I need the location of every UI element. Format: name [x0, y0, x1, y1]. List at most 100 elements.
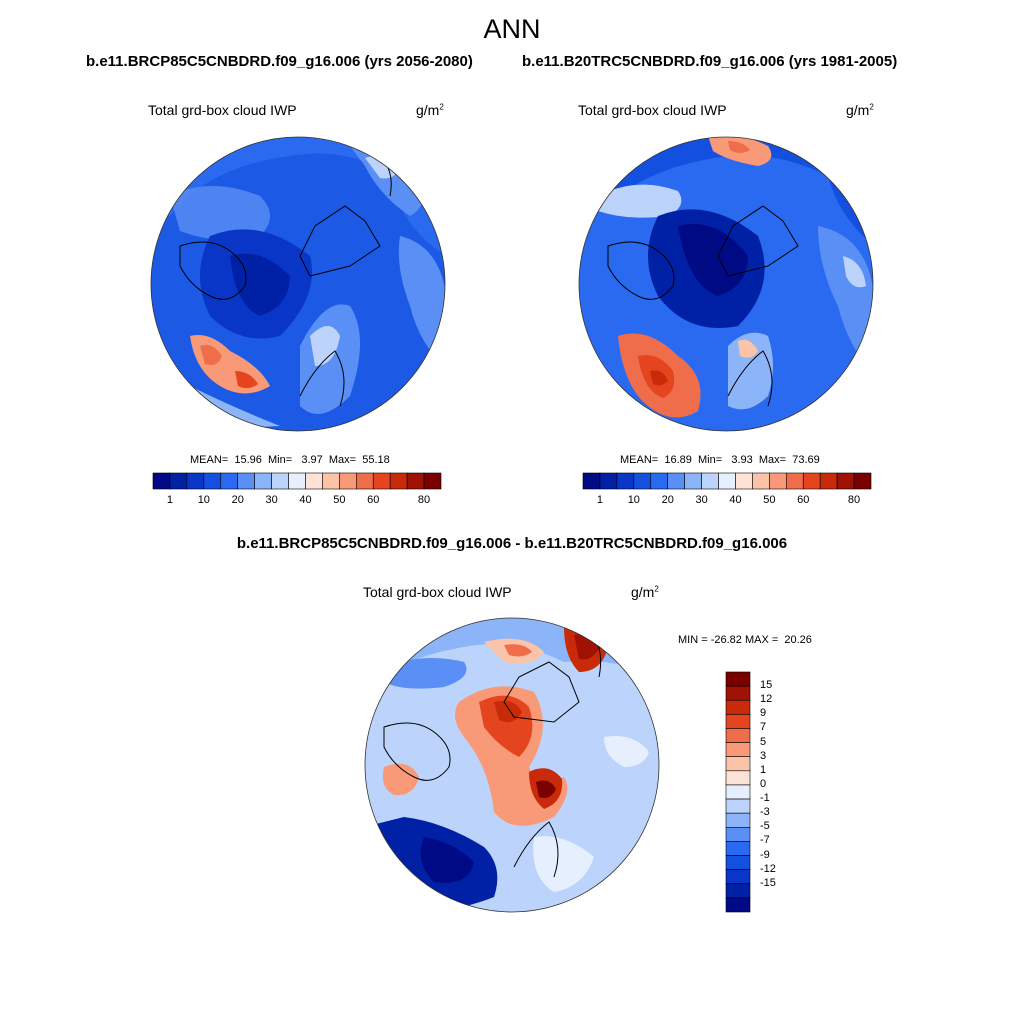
- colorbar-swatch: [633, 472, 652, 490]
- colorbar-swatch: [735, 472, 753, 490]
- colorbar-tick-label: 10: [197, 494, 210, 506]
- colorbar-tick-label: 50: [333, 494, 346, 506]
- colorbar-tick-label: -9: [760, 848, 770, 861]
- right-case-title: b.e11.B20TRC5CNBDRD.f09_g16.006 (yrs 198…: [522, 53, 898, 70]
- colorbar-swatch: [725, 855, 751, 870]
- difference-colorbar: [725, 671, 751, 913]
- colorbar-tick-label: 20: [661, 494, 674, 506]
- colorbar-swatch: [725, 812, 751, 828]
- colorbar-tick-label: 0: [760, 777, 767, 790]
- colorbar-swatch: [725, 826, 751, 842]
- colorbar-swatch: [725, 756, 751, 772]
- colorbar-swatch: [718, 472, 736, 490]
- right-variable-label: Total grd-box cloud IWP: [578, 102, 727, 118]
- right-colorbar-labels: 1 10 20 30 40 50 60 80: [583, 494, 871, 508]
- colorbar-swatch: [406, 472, 425, 490]
- colorbar-tick-label: 1: [166, 494, 173, 506]
- colorbar-swatch: [599, 472, 618, 490]
- left-colorbar-labels: 1 10 20 30 40 50 60 80: [153, 494, 441, 508]
- colorbar-tick-label: 60: [367, 494, 380, 506]
- colorbar-swatch: [769, 472, 787, 490]
- right-stats: MEAN= 16.89 Min= 3.93 Max= 73.69: [620, 454, 820, 466]
- colorbar-tick-label: -12: [760, 862, 776, 875]
- colorbar-swatch: [667, 472, 685, 490]
- colorbar-swatch: [203, 472, 222, 490]
- diff-stats: MIN = -26.82 MAX = 20.26: [678, 634, 812, 646]
- difference-polar-map: [364, 617, 660, 913]
- colorbar-swatch: [725, 869, 751, 885]
- colorbar-swatch: [725, 841, 751, 856]
- colorbar-swatch: [853, 472, 872, 490]
- colorbar-tick-label: 3: [760, 749, 767, 762]
- colorbar-swatch: [802, 472, 821, 490]
- colorbar-swatch: [684, 472, 702, 490]
- colorbar-tick-label: 40: [299, 494, 312, 506]
- colorbar-swatch: [271, 472, 289, 490]
- colorbar-tick-label: 10: [627, 494, 640, 506]
- colorbar-swatch: [616, 472, 635, 490]
- colorbar-tick-label: 15: [760, 679, 773, 692]
- colorbar-swatch: [725, 883, 751, 899]
- colorbar-swatch: [423, 472, 442, 490]
- colorbar-swatch: [152, 472, 171, 490]
- colorbar-swatch: [322, 472, 340, 490]
- difference-title: b.e11.BRCP85C5CNBDRD.f09_g16.006 - b.e11…: [236, 535, 788, 552]
- colorbar-swatch: [389, 472, 408, 490]
- diff-units-label: g/m2: [631, 584, 659, 600]
- colorbar-tick-label: -15: [760, 876, 776, 889]
- colorbar-swatch: [372, 472, 391, 490]
- colorbar-tick-label: -1: [760, 792, 770, 805]
- colorbar-swatch: [785, 472, 804, 490]
- colorbar-swatch: [725, 770, 751, 786]
- colorbar-swatch: [220, 472, 239, 490]
- colorbar-tick-label: 50: [763, 494, 776, 506]
- left-units-label: g/m2: [416, 102, 444, 118]
- colorbar-swatch: [650, 472, 669, 490]
- colorbar-swatch: [169, 472, 188, 490]
- colorbar-swatch: [582, 472, 601, 490]
- colorbar-swatch: [725, 798, 751, 814]
- colorbar-tick-label: 20: [231, 494, 244, 506]
- colorbar-swatch: [725, 784, 751, 800]
- colorbar-tick-label: 80: [417, 494, 431, 506]
- diff-variable-label: Total grd-box cloud IWP: [363, 584, 512, 600]
- colorbar-tick-label: 5: [760, 735, 767, 748]
- colorbar-swatch: [819, 472, 838, 490]
- colorbar-swatch: [725, 897, 751, 913]
- colorbar-swatch: [355, 472, 374, 490]
- colorbar-tick-label: -3: [760, 806, 770, 819]
- colorbar-tick-label: 30: [695, 494, 708, 506]
- left-variable-label: Total grd-box cloud IWP: [148, 102, 297, 118]
- colorbar-swatch: [288, 472, 306, 490]
- colorbar-tick-label: -5: [760, 820, 770, 833]
- colorbar-swatch: [254, 472, 272, 490]
- colorbar-tick-label: -7: [760, 834, 770, 847]
- colorbar-swatch: [237, 472, 255, 490]
- left-colorbar: [152, 472, 442, 490]
- difference-colorbar-labels: 15 12 9 7 5 3 1 0 -1 -3 -5 -7 -9 -12 -15: [760, 672, 800, 912]
- colorbar-tick-label: 7: [760, 721, 767, 734]
- colorbar-tick-label: 80: [847, 494, 861, 506]
- colorbar-tick-label: 60: [797, 494, 810, 506]
- colorbar-swatch: [339, 472, 357, 490]
- colorbar-tick-label: 30: [265, 494, 278, 506]
- right-polar-map: [578, 136, 874, 432]
- left-case-title: b.e11.BRCP85C5CNBDRD.f09_g16.006 (yrs 20…: [86, 53, 473, 70]
- colorbar-swatch: [701, 472, 719, 490]
- colorbar-tick-label: 40: [729, 494, 742, 506]
- colorbar-swatch: [305, 472, 323, 490]
- colorbar-swatch: [725, 742, 751, 758]
- colorbar-tick-label: 1: [596, 494, 603, 506]
- right-units-label: g/m2: [846, 102, 874, 118]
- colorbar-swatch: [752, 472, 770, 490]
- colorbar-tick-label: 12: [760, 693, 773, 706]
- colorbar-swatch: [725, 685, 751, 701]
- colorbar-swatch: [725, 714, 751, 729]
- colorbar-swatch: [836, 472, 855, 490]
- left-polar-map: [150, 136, 446, 432]
- colorbar-swatch: [725, 728, 751, 743]
- right-colorbar: [582, 472, 872, 490]
- colorbar-swatch: [725, 699, 751, 715]
- colorbar-tick-label: 9: [760, 707, 767, 720]
- season-title: ANN: [483, 14, 541, 44]
